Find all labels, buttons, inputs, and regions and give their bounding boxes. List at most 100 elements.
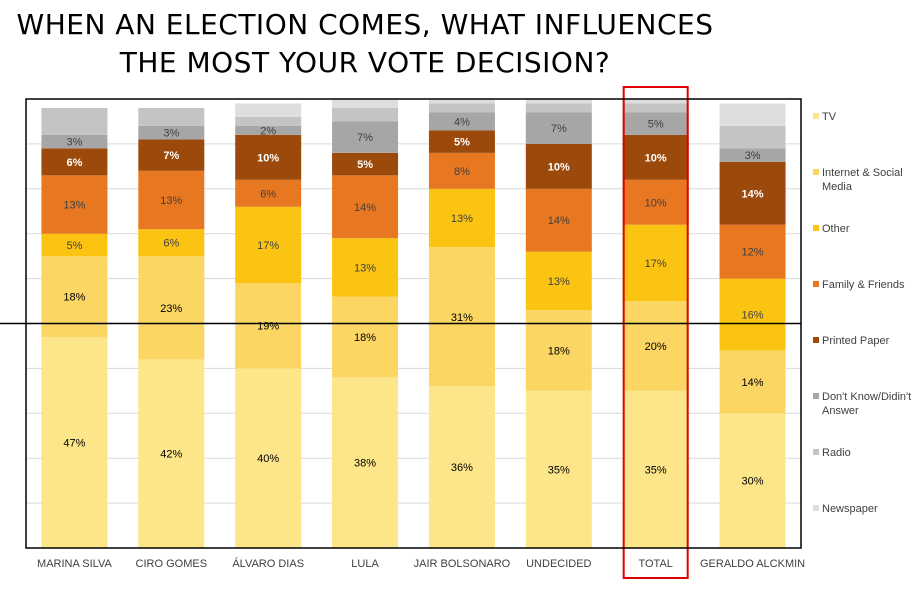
legend-item-radio: Radio	[813, 447, 851, 459]
legend-label: Printed Paper	[822, 335, 890, 347]
data-label: 23%	[160, 303, 182, 315]
data-label: 10%	[257, 152, 279, 164]
data-label: 2%	[260, 125, 276, 137]
legend-label: Internet & Social Media	[822, 167, 903, 193]
label-layer: 47% 18% 5% 13% 6% 3% 42% 23% 6% 13% 7% 3% 40% 19% 17% 6…	[63, 116, 763, 487]
legend-swatch	[813, 225, 819, 231]
bar-segment-other-marina-silva	[41, 233, 108, 257]
data-label: 7%	[357, 132, 373, 144]
bar-segment-internet-social-media-jair-bolsonaro	[428, 247, 495, 387]
data-label: 6%	[66, 157, 82, 169]
data-label: 10%	[548, 161, 570, 173]
bar-segment-tv-marina-silva	[41, 336, 108, 548]
bar-segment-newspaper-total	[622, 99, 689, 104]
bar-segment-newspaper-lula	[332, 99, 399, 108]
bar-segment-printed-paper-ciro-gomes	[138, 139, 205, 171]
data-label: 8%	[454, 166, 470, 178]
bar-segment-don-t-know-didin-t-answer-geraldo-alckmin	[719, 148, 786, 162]
bar-segment-printed-paper-undecided	[525, 143, 592, 189]
bar-segment-other-total	[622, 224, 689, 302]
legend-label: Other	[822, 223, 850, 235]
bar-segment-don-t-know-didin-t-answer-marina-silva	[41, 134, 108, 149]
bar-segment-don-t-know-didin-t-answer-jair-bolsonaro	[428, 112, 495, 131]
category-label-jair-bolsonaro: JAIR BOLSONARO	[414, 558, 511, 570]
category-label-alvaro-dias: ÁLVARO DIAS	[232, 557, 304, 570]
bar-segment-radio-ciro-gomes	[138, 107, 205, 126]
legend-item-don-t-know-didin-t-answer: Don't Know/Didin't Answer	[813, 391, 911, 417]
legend-swatch	[813, 393, 819, 399]
data-label: 42%	[160, 449, 182, 461]
legend-label: Radio	[822, 447, 851, 459]
legend-label: Family & Friends	[822, 279, 905, 291]
legend-item-newspaper: Newspaper	[813, 503, 878, 515]
bar-segment-radio-total	[622, 103, 689, 113]
bar-segment-don-t-know-didin-t-answer-lula	[332, 121, 399, 153]
bar-segment-don-t-know-didin-t-answer-ciro-gomes	[138, 125, 205, 140]
data-label: 36%	[451, 462, 473, 474]
category-label-ciro-gomes: CIRO GOMES	[136, 558, 208, 570]
data-label: 5%	[66, 240, 82, 252]
bar-segment-newspaper-jair-bolsonaro	[428, 99, 495, 104]
bar-segment-internet-social-media-total	[622, 301, 689, 391]
data-label: 13%	[63, 200, 85, 212]
bar-segment-printed-paper-geraldo-alckmin	[719, 161, 786, 225]
legend: TV Internet & Social Media Other Family & Fr…	[813, 111, 911, 515]
bar-segment-tv-geraldo-alckmin	[719, 413, 786, 548]
bar-segment-radio-geraldo-alckmin	[719, 125, 786, 149]
highlight-box-total	[622, 86, 689, 579]
bar-segment-printed-paper-lula	[332, 152, 399, 176]
bar-segment-tv-lula	[332, 377, 399, 548]
bar-segment-family-friends-jair-bolsonaro	[428, 152, 495, 189]
data-label: 14%	[742, 377, 764, 389]
data-label: 47%	[63, 437, 85, 449]
bar-segment-radio-marina-silva	[41, 107, 108, 135]
data-label: 38%	[354, 458, 376, 470]
data-label: 17%	[257, 240, 279, 252]
bar-segment-newspaper-geraldo-alckmin	[719, 103, 786, 126]
data-label: 10%	[645, 197, 667, 209]
bar-segment-other-jair-bolsonaro	[428, 188, 495, 248]
bar-segment-family-friends-undecided	[525, 188, 592, 252]
category-label-lula: LULA	[351, 558, 379, 570]
data-label: 16%	[742, 310, 764, 322]
legend-item-internet-social-media: Internet & Social Media	[813, 167, 903, 193]
data-label: 30%	[742, 476, 764, 488]
bar-segment-family-friends-ciro-gomes	[138, 170, 205, 230]
legend-label: Newspaper	[822, 503, 878, 515]
legend-label: TV	[822, 111, 837, 123]
category-label-marina-silva: MARINA SILVA	[37, 558, 112, 570]
bar-segment-don-t-know-didin-t-answer-undecided	[525, 112, 592, 144]
data-label: 7%	[163, 150, 179, 162]
data-label: 3%	[66, 137, 82, 149]
bar-layer	[41, 99, 786, 548]
data-label: 4%	[454, 116, 470, 128]
data-label: 13%	[451, 213, 473, 225]
bar-segment-family-friends-lula	[332, 175, 399, 239]
data-label: 13%	[160, 195, 182, 207]
data-label: 7%	[551, 123, 567, 135]
bar-segment-printed-paper-alvaro-dias	[235, 134, 302, 180]
data-label: 5%	[357, 159, 373, 171]
bar-segment-internet-social-media-lula	[332, 296, 399, 378]
legend-item-printed-paper: Printed Paper	[813, 335, 890, 347]
data-label: 5%	[454, 137, 470, 149]
data-label: 17%	[645, 258, 667, 270]
data-label: 35%	[548, 464, 570, 476]
data-label: 3%	[163, 128, 179, 140]
bar-segment-radio-alvaro-dias	[235, 116, 302, 126]
legend-swatch	[813, 281, 819, 287]
legend-swatch	[813, 449, 819, 455]
bar-segment-radio-lula	[332, 107, 399, 122]
category-label-total: TOTAL	[638, 558, 672, 570]
data-label: 40%	[257, 453, 279, 465]
bar-segment-family-friends-marina-silva	[41, 175, 108, 234]
bar-segment-printed-paper-jair-bolsonaro	[428, 130, 495, 153]
data-label: 35%	[645, 464, 667, 476]
legend-label: Don't Know/Didin't Answer	[822, 391, 911, 417]
bar-segment-tv-undecided	[525, 390, 592, 548]
data-label: 13%	[354, 262, 376, 274]
bar-segment-other-undecided	[525, 251, 592, 311]
bar-segment-tv-jair-bolsonaro	[428, 386, 495, 548]
bar-segment-family-friends-total	[622, 179, 689, 225]
